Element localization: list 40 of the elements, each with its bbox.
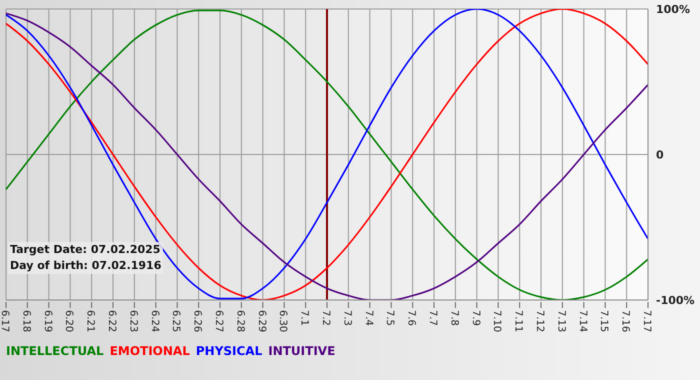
- x-tick-label: 6.30: [277, 310, 288, 332]
- x-tick-label: 7.4: [362, 310, 374, 326]
- x-tick-label: 7.14: [576, 310, 588, 332]
- x-tick-label: 7.13: [555, 310, 566, 332]
- x-tick-label: 6.24: [148, 310, 160, 332]
- annotation: Target Date: 07.02.2025: [10, 242, 162, 258]
- x-tick-label: 6.19: [42, 310, 53, 332]
- x-tick-label: 6.23: [127, 310, 138, 332]
- x-tick-label: 6.29: [256, 310, 267, 332]
- annotation: Day of birth: 07.02.1916: [10, 258, 162, 274]
- x-tick-label: 7.15: [598, 310, 610, 332]
- x-tick-label: 7.16: [620, 310, 631, 332]
- x-tick-label: 7.10: [491, 310, 502, 332]
- x-tick-label: 7.2: [320, 310, 331, 326]
- x-tick-label: 7.11: [512, 310, 524, 332]
- x-tick-label: 6.22: [106, 310, 117, 332]
- text: PHYSICAL: [196, 344, 262, 358]
- x-tick-label: 6.28: [234, 310, 246, 332]
- x-tick-label: 7.3: [341, 310, 352, 326]
- x-tick-label: 7.6: [406, 310, 417, 326]
- x-tick-label: 6.18: [20, 310, 32, 332]
- y-tick-label: 100%: [656, 2, 690, 16]
- x-tick-label: 7.8: [448, 310, 460, 326]
- x-tick-label: 6.17: [0, 310, 10, 332]
- x-tick-label: 7.1: [298, 310, 310, 326]
- y-tick-label: -100%: [656, 294, 695, 307]
- x-tick-label: 6.27: [213, 310, 224, 332]
- x-tick-label: 7.12: [534, 310, 545, 332]
- x-tick-label: 7.17: [641, 310, 652, 332]
- x-tick-label: 6.25: [170, 310, 182, 332]
- x-tick-label: 7.9: [470, 310, 481, 326]
- text: EMOTIONAL: [110, 344, 190, 358]
- y-tick-label: 0: [656, 148, 664, 162]
- x-tick-label: 6.26: [192, 310, 203, 332]
- text: INTUITIVE: [268, 344, 336, 358]
- text: INTELLECTUAL: [6, 344, 104, 358]
- x-tick-label: 6.21: [84, 310, 96, 332]
- x-tick-label: 7.5: [384, 310, 396, 326]
- x-tick-label: 6.20: [63, 310, 74, 332]
- x-tick-label: 7.7: [427, 310, 438, 326]
